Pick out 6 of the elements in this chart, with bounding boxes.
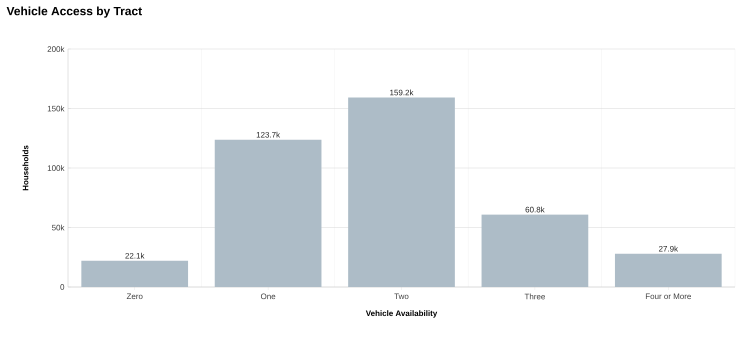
bar bbox=[614, 254, 722, 287]
bar bbox=[482, 214, 588, 287]
bar bbox=[81, 260, 188, 287]
bar bbox=[214, 140, 322, 287]
chart-title: Vehicle Access by Tract bbox=[6, 6, 142, 18]
bar bbox=[348, 98, 455, 287]
